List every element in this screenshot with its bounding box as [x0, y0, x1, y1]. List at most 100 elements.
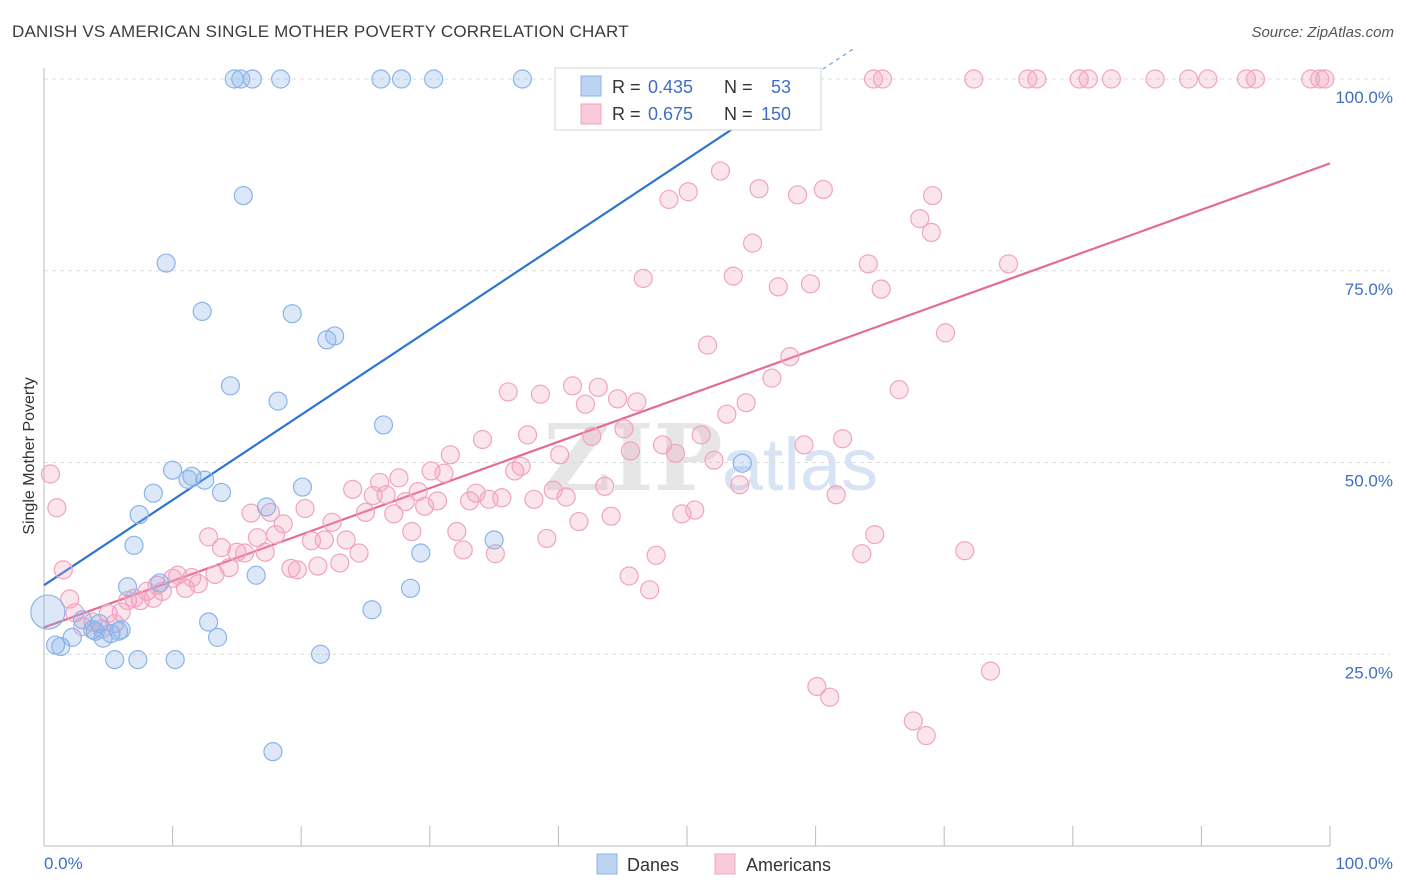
danes-point	[362, 600, 382, 620]
americans-point	[640, 580, 660, 600]
americans-point	[1027, 69, 1047, 89]
americans-point	[768, 277, 788, 297]
americans-trendline-group	[43, 162, 1331, 629]
americans-point	[665, 443, 686, 463]
danes-point	[105, 650, 125, 670]
danes-point	[292, 477, 313, 497]
americans-point	[569, 511, 589, 532]
americans-point	[287, 560, 307, 580]
legend-n-value-americans: 150	[761, 104, 791, 124]
americans-point	[787, 185, 808, 205]
americans-point	[872, 69, 893, 89]
danes-point	[256, 497, 277, 517]
y-tick-label: 25.0%	[1345, 663, 1393, 682]
americans-point	[265, 524, 286, 545]
americans-point	[601, 506, 621, 526]
americans-point	[384, 504, 404, 524]
danes-point	[411, 543, 431, 563]
americans-point	[550, 445, 570, 465]
americans-point	[1310, 69, 1330, 89]
x-tick-label-max: 100.0%	[1335, 854, 1393, 873]
americans-point	[691, 425, 711, 445]
x-tick-label-min: 0.0%	[44, 854, 83, 873]
americans-point	[588, 377, 608, 397]
americans-point	[163, 568, 183, 588]
americans-point	[717, 404, 737, 424]
americans-point	[402, 521, 422, 542]
americans-point	[697, 335, 718, 355]
americans-point	[1245, 69, 1266, 89]
americans-point	[498, 382, 518, 402]
americans-point	[916, 725, 936, 746]
legend-r-label-danes: R =	[612, 77, 641, 97]
americans-point	[723, 266, 743, 286]
danes-point	[242, 69, 262, 89]
danes-point	[156, 253, 176, 273]
danes-point	[101, 623, 121, 644]
y-tick-label: 75.0%	[1345, 280, 1393, 299]
danes-point	[512, 69, 532, 89]
danes-point	[182, 466, 202, 486]
americans-point	[227, 542, 247, 562]
americans-point	[556, 487, 576, 507]
americans-point	[614, 419, 634, 439]
danes-point	[732, 453, 752, 473]
legend-r-label-americans: R =	[612, 104, 641, 124]
danes-point	[310, 644, 331, 664]
danes-points	[30, 69, 752, 762]
americans-point	[395, 492, 415, 512]
danes-point	[220, 376, 241, 396]
americans-point	[659, 189, 679, 210]
americans-point	[620, 441, 641, 461]
americans-point	[858, 254, 878, 274]
americans-point	[235, 543, 255, 563]
americans-point	[998, 254, 1019, 274]
americans-point	[260, 502, 280, 522]
americans-point	[322, 512, 342, 532]
danes-point	[211, 482, 232, 503]
danes-point	[484, 530, 504, 550]
americans-point	[295, 498, 315, 519]
americans-point	[40, 464, 61, 484]
americans-point	[820, 687, 840, 707]
americans-point	[453, 540, 473, 560]
americans-point	[575, 394, 596, 414]
danes-point	[85, 621, 106, 641]
gridlines: 25.0% 50.0% 75.0% 100.0%	[44, 78, 1393, 682]
americans-point	[619, 566, 639, 586]
axes: 0.0% 100.0%	[43, 68, 1393, 873]
legend-r-value-americans: 0.675	[648, 104, 693, 124]
americans-point	[923, 185, 943, 206]
legend-swatch-danes	[580, 75, 602, 97]
danes-point	[371, 69, 391, 89]
danes-point	[263, 742, 283, 762]
americans-point	[980, 661, 1001, 681]
americans-point	[447, 521, 467, 542]
americans-point	[492, 488, 512, 508]
americans-point	[633, 268, 653, 289]
y-tick-label: 100.0%	[1335, 88, 1393, 107]
legend-bottom-swatch-danes	[596, 853, 618, 875]
danes-point	[163, 460, 183, 480]
danes-point	[111, 620, 131, 640]
americans-point	[595, 476, 615, 496]
americans-points	[40, 69, 1335, 746]
danes-point	[373, 415, 394, 435]
americans-point	[330, 553, 350, 573]
danes-point	[424, 69, 444, 89]
americans-point	[281, 558, 301, 578]
americans-point	[1198, 69, 1218, 89]
americans-point	[440, 445, 460, 465]
danes-point	[271, 69, 291, 89]
americans-point	[53, 560, 73, 580]
americans-point	[460, 491, 480, 511]
americans-point	[736, 393, 756, 413]
legend-bottom-label-danes: Danes	[627, 855, 679, 875]
americans-point	[921, 222, 941, 242]
source-label: Source: ZipAtlas.com	[1251, 24, 1394, 41]
americans-point	[903, 711, 923, 731]
americans-point	[607, 389, 628, 409]
americans-point	[1078, 69, 1098, 89]
americans-point	[794, 435, 814, 455]
americans-point	[376, 485, 396, 505]
